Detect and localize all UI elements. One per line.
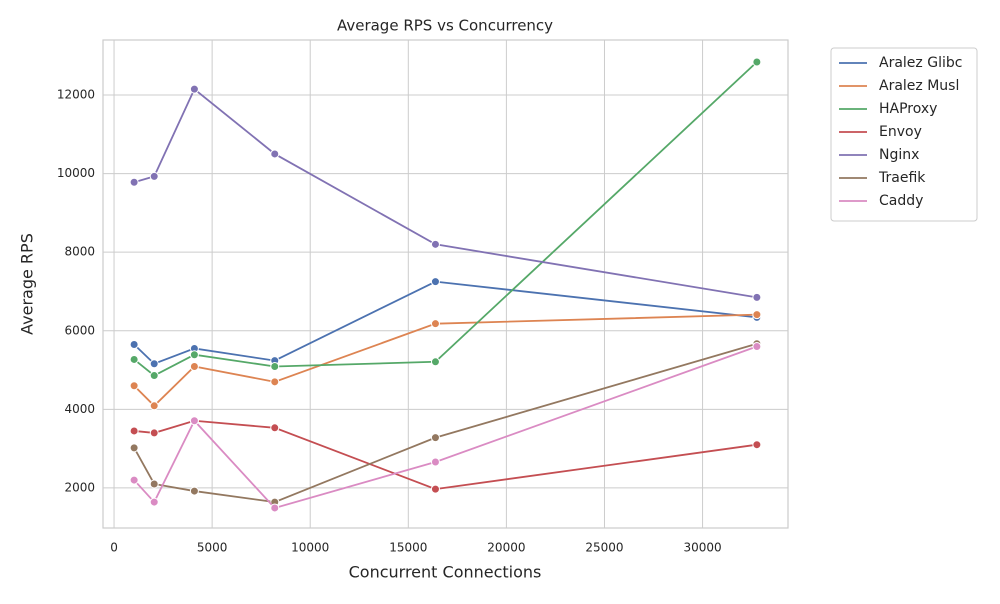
- legend-box: [830, 47, 978, 222]
- data-point: [752, 341, 762, 351]
- data-point: [430, 319, 440, 329]
- data-point: [149, 497, 159, 507]
- data-point: [430, 357, 440, 367]
- data-point: [430, 277, 440, 287]
- data-point: [129, 475, 139, 485]
- data-point: [149, 401, 159, 411]
- data-point: [430, 484, 440, 494]
- data-point: [752, 57, 762, 67]
- data-point: [752, 292, 762, 302]
- data-point: [430, 457, 440, 467]
- chart-title: Average RPS vs Concurrency: [337, 17, 553, 35]
- y-tick-label: 8000: [64, 245, 95, 259]
- x-tick-label: 15000: [389, 541, 427, 555]
- x-tick-label: 30000: [683, 541, 721, 555]
- data-point: [189, 84, 199, 94]
- legend-label: Nginx: [879, 147, 919, 163]
- plot-frame: [102, 39, 789, 529]
- data-point: [149, 171, 159, 181]
- legend-label: Aralez Musl: [879, 78, 959, 94]
- data-point: [752, 310, 762, 320]
- y-tick-label: 4000: [64, 402, 95, 416]
- y-axis-label: Average RPS: [18, 233, 37, 335]
- legend-label: Aralez Glibc: [879, 55, 962, 71]
- data-point: [149, 428, 159, 438]
- data-point: [270, 377, 280, 387]
- legend-label: Caddy: [879, 193, 923, 209]
- legend-label: Envoy: [879, 124, 922, 140]
- series-line: [133, 342, 758, 503]
- series-line: [133, 345, 758, 509]
- data-point: [189, 350, 199, 360]
- data-point: [430, 239, 440, 249]
- x-tick-label: 25000: [585, 541, 623, 555]
- data-point: [430, 433, 440, 443]
- data-point: [129, 381, 139, 391]
- data-point: [752, 440, 762, 450]
- y-tick-label: 2000: [64, 480, 95, 494]
- data-point: [129, 443, 139, 453]
- legend-label: HAProxy: [879, 101, 937, 117]
- x-tick-label: 10000: [291, 541, 329, 555]
- x-tick-label: 20000: [487, 541, 525, 555]
- data-point: [270, 503, 280, 513]
- y-tick-label: 6000: [64, 323, 95, 337]
- data-point: [270, 362, 280, 372]
- data-point: [149, 359, 159, 369]
- data-point: [189, 362, 199, 372]
- data-point: [129, 354, 139, 364]
- y-tick-label: 10000: [57, 166, 95, 180]
- data-point: [129, 340, 139, 350]
- legend-label: Traefik: [878, 170, 926, 186]
- y-tick-label: 12000: [57, 88, 95, 102]
- data-point: [189, 486, 199, 496]
- x-tick-label: 0: [110, 541, 118, 555]
- data-point: [129, 177, 139, 187]
- data-point: [270, 149, 280, 159]
- data-point: [149, 371, 159, 381]
- data-point: [129, 426, 139, 436]
- data-point: [189, 416, 199, 426]
- x-axis-label: Concurrent Connections: [349, 563, 542, 582]
- series-line: [133, 280, 757, 365]
- data-point: [149, 479, 159, 489]
- series-line: [133, 313, 757, 408]
- data-point: [270, 423, 280, 433]
- x-tick-label: 5000: [197, 541, 228, 555]
